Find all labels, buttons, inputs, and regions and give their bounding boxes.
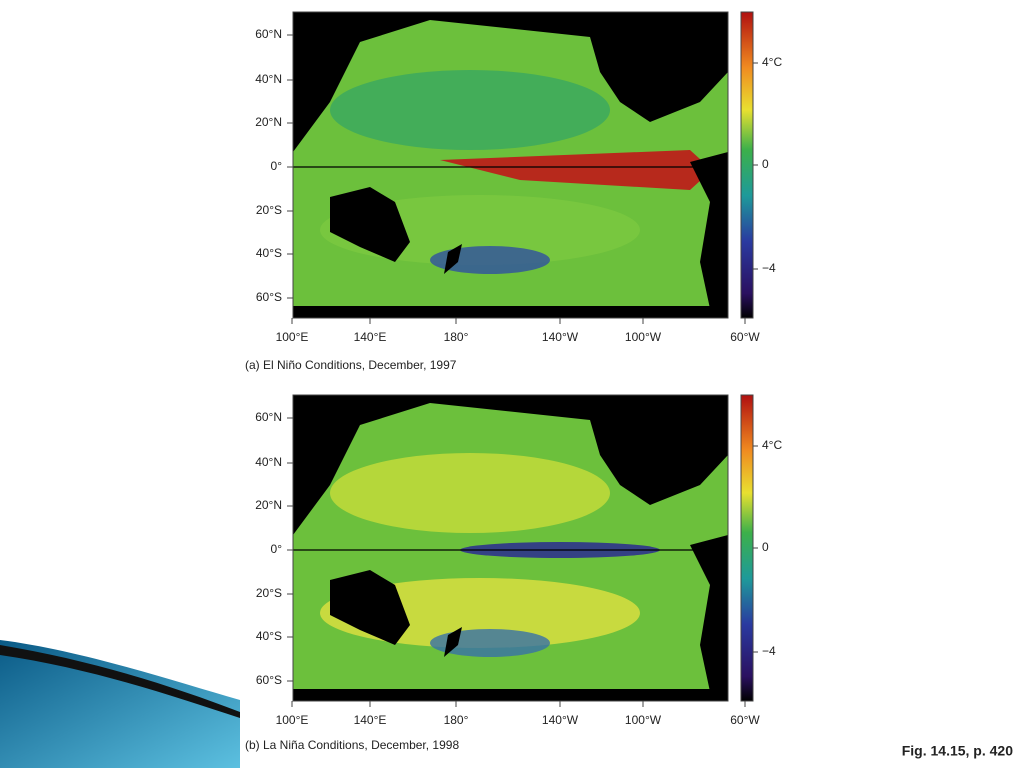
land [330, 187, 410, 262]
land [330, 570, 410, 645]
lat-label: 40°N [255, 72, 282, 86]
sst-zone [330, 453, 610, 533]
lon-label: 140°W [542, 330, 579, 344]
land [293, 306, 728, 318]
lat-label: 60°N [255, 410, 282, 424]
colorbar-label: 0 [762, 540, 769, 554]
land [690, 535, 728, 701]
land [444, 244, 462, 274]
lat-label: 60°S [256, 673, 282, 687]
lon-label: 60°W [730, 330, 760, 344]
lat-label: 20°N [255, 115, 282, 129]
colorbar-label: −4 [762, 261, 776, 275]
lon-label: 180° [444, 330, 469, 344]
lat-label: 40°N [255, 455, 282, 469]
land [293, 395, 728, 535]
caption: (b) La Niña Conditions, December, 1998 [245, 738, 459, 752]
lat-label: 0° [271, 542, 283, 556]
land [444, 627, 462, 657]
sst-zone [330, 70, 610, 150]
map-frame [292, 394, 729, 702]
lon-label: 100°E [276, 330, 309, 344]
land [293, 12, 728, 152]
lon-label: 60°W [730, 713, 760, 727]
lon-label: 140°E [354, 713, 387, 727]
land [690, 152, 728, 318]
lat-label: 20°N [255, 498, 282, 512]
lon-label: 100°W [625, 330, 662, 344]
colorbar [740, 11, 754, 319]
lat-label: 20°S [256, 203, 282, 217]
lat-label: 60°N [255, 27, 282, 41]
lat-label: 20°S [256, 586, 282, 600]
decor-swoosh-edge [0, 645, 240, 718]
lat-label: 40°S [256, 629, 282, 643]
colorbar [740, 394, 754, 702]
lon-label: 100°W [625, 713, 662, 727]
lon-label: 140°W [542, 713, 579, 727]
caption: (a) El Niño Conditions, December, 1997 [245, 358, 457, 372]
colorbar-label: −4 [762, 644, 776, 658]
colorbar-label: 4°C [762, 438, 782, 452]
decor-swoosh [0, 640, 240, 768]
lat-label: 60°S [256, 290, 282, 304]
lon-label: 100°E [276, 713, 309, 727]
lon-label: 180° [444, 713, 469, 727]
colorbar-label: 4°C [762, 55, 782, 69]
sst-anomaly [440, 150, 712, 190]
map-frame [292, 11, 729, 319]
lon-label: 140°E [354, 330, 387, 344]
land [293, 689, 728, 701]
footer: Fig. 14.15, p. 420 [902, 743, 1013, 759]
lat-label: 0° [271, 159, 283, 173]
colorbar-label: 0 [762, 157, 769, 171]
lat-label: 40°S [256, 246, 282, 260]
